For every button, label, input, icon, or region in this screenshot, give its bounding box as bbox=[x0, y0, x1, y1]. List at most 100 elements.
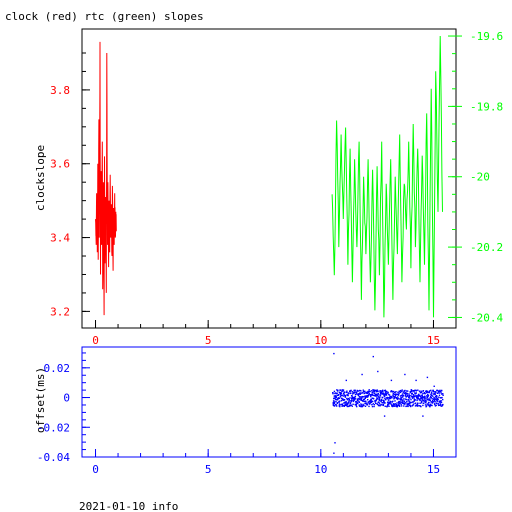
offset-point bbox=[374, 400, 376, 402]
offset-point bbox=[362, 400, 364, 402]
offset-point bbox=[424, 401, 427, 403]
offset-point bbox=[396, 404, 399, 406]
left-tick-label: 3.6 bbox=[50, 158, 70, 171]
offset-point bbox=[375, 398, 378, 401]
offset-point bbox=[410, 401, 412, 404]
offset-point bbox=[366, 392, 369, 394]
offset-point bbox=[412, 404, 414, 406]
offset-point bbox=[385, 394, 388, 396]
offset-point bbox=[383, 393, 385, 395]
offset-point bbox=[373, 392, 376, 395]
offset-point bbox=[361, 395, 364, 398]
offset-point bbox=[338, 391, 341, 393]
offset-point bbox=[374, 395, 376, 397]
offset-point bbox=[355, 392, 358, 394]
offset-point bbox=[367, 399, 369, 401]
offset-point bbox=[372, 394, 375, 397]
offset-point bbox=[357, 399, 359, 401]
offset-series bbox=[332, 352, 444, 454]
offset-point bbox=[425, 405, 428, 407]
offset-point bbox=[348, 400, 350, 403]
offset-point bbox=[426, 392, 428, 394]
offset-point bbox=[416, 404, 419, 406]
offset-point bbox=[362, 403, 364, 406]
offset-point bbox=[336, 392, 338, 394]
x-tick-label: 5 bbox=[205, 334, 212, 347]
offset-outlier-point bbox=[404, 373, 406, 376]
offset-point bbox=[387, 401, 389, 403]
offset-point bbox=[432, 390, 434, 392]
offset-point bbox=[333, 405, 336, 407]
offset-point bbox=[359, 398, 361, 400]
offset-point bbox=[408, 396, 411, 398]
offset-point bbox=[353, 397, 355, 400]
offset-point bbox=[383, 399, 385, 402]
offset-point bbox=[361, 397, 363, 399]
offset-point bbox=[440, 390, 442, 393]
offset-point bbox=[411, 396, 413, 398]
offset-point bbox=[386, 405, 389, 407]
offset-point bbox=[360, 390, 362, 392]
offset-point bbox=[372, 389, 374, 391]
offset-point bbox=[392, 396, 394, 398]
offset-point bbox=[428, 391, 430, 393]
offset-point bbox=[405, 390, 408, 392]
offset-point bbox=[386, 406, 388, 408]
offset-point bbox=[363, 392, 366, 394]
offset-point bbox=[333, 402, 336, 405]
offset-point bbox=[339, 405, 341, 408]
offset-point bbox=[335, 398, 338, 401]
offset-point bbox=[417, 397, 419, 399]
offset-point bbox=[424, 396, 426, 398]
offset-point bbox=[440, 400, 442, 402]
offset-y-axis-ticks: 0.02 0 -0.02 -0.04 bbox=[37, 352, 90, 464]
offset-point bbox=[415, 390, 418, 392]
offset-point bbox=[403, 400, 406, 402]
offset-point bbox=[382, 404, 384, 407]
offset-point bbox=[427, 399, 429, 401]
offset-point bbox=[338, 397, 341, 399]
offset-point bbox=[347, 392, 349, 394]
offset-point bbox=[413, 396, 416, 398]
offset-point bbox=[430, 393, 432, 395]
offset-point bbox=[343, 399, 345, 401]
offset-point bbox=[351, 398, 353, 400]
offset-point bbox=[367, 394, 370, 397]
offset-point bbox=[359, 389, 361, 392]
offset-point bbox=[405, 405, 407, 408]
offset-point bbox=[404, 392, 406, 395]
offset-point bbox=[407, 403, 410, 405]
offset-point bbox=[416, 405, 419, 407]
offset-point bbox=[394, 396, 396, 398]
offset-point bbox=[401, 393, 404, 395]
offset-point bbox=[359, 392, 361, 394]
offset-point bbox=[357, 394, 360, 396]
slopes-panel: clockslope 3.2 3.4 3.6 3.8 -19.6 -19.8 -20 -20… bbox=[34, 28, 503, 347]
offset-point bbox=[391, 397, 393, 399]
offset-point bbox=[376, 393, 378, 395]
offset-point bbox=[399, 395, 402, 397]
right-tick-label: -20.2 bbox=[470, 241, 503, 254]
offset-point bbox=[336, 402, 338, 405]
offset-point bbox=[412, 403, 415, 405]
offset-point bbox=[428, 401, 430, 404]
offset-point bbox=[399, 391, 402, 394]
offset-point bbox=[340, 403, 342, 406]
offset-point bbox=[361, 392, 363, 394]
offset-point bbox=[376, 390, 378, 393]
offset-point bbox=[369, 390, 371, 393]
offset-point bbox=[364, 396, 367, 398]
offset-point bbox=[400, 401, 402, 403]
offset-point bbox=[392, 403, 395, 405]
offset-point bbox=[381, 402, 383, 404]
offset-point bbox=[413, 390, 415, 393]
offset-point bbox=[426, 390, 429, 393]
offset-point bbox=[439, 404, 441, 406]
offset-point bbox=[374, 389, 376, 392]
offset-point bbox=[335, 396, 337, 399]
offset-point bbox=[340, 392, 343, 394]
offset-point bbox=[433, 398, 435, 400]
offset-point bbox=[384, 397, 386, 400]
offset-point bbox=[403, 398, 405, 400]
